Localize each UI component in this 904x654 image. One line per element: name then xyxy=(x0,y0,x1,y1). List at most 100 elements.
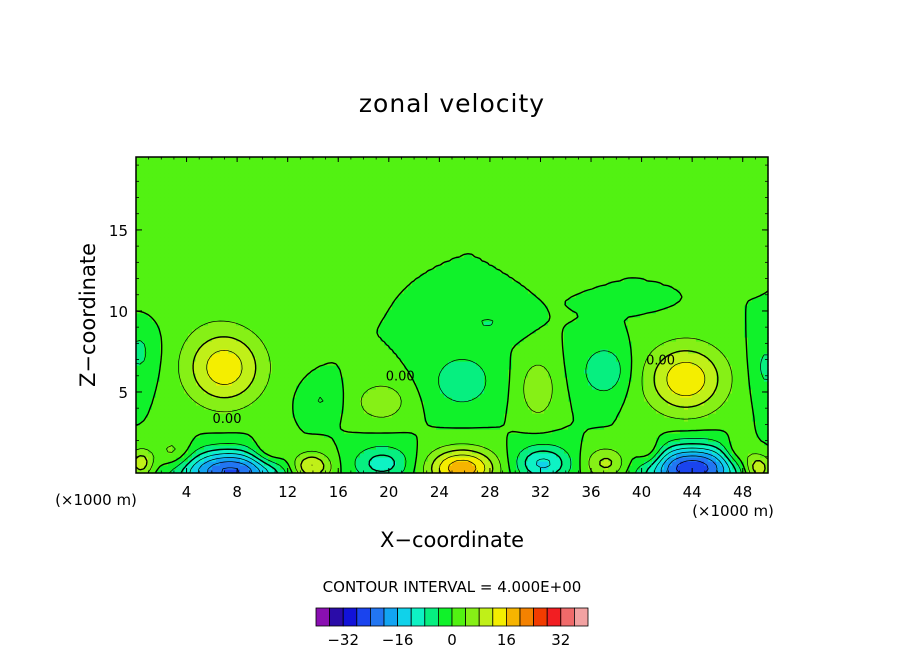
heat-cell xyxy=(592,393,597,398)
heat-cell xyxy=(272,425,277,430)
heat-cell xyxy=(260,425,265,430)
heat-cell xyxy=(524,389,529,394)
heat-cell xyxy=(224,469,229,474)
heat-cell xyxy=(696,377,701,382)
heat-cell xyxy=(392,469,397,474)
heat-cell xyxy=(648,405,653,410)
heat-cell xyxy=(532,353,537,358)
heat-cell xyxy=(560,377,565,382)
heat-cell xyxy=(292,357,297,362)
heat-cell xyxy=(552,417,557,422)
heat-cell xyxy=(368,417,373,422)
heat-cell xyxy=(404,465,409,470)
heat-cell xyxy=(348,377,353,382)
heat-cell xyxy=(408,461,413,466)
heat-cell xyxy=(640,425,645,430)
heat-cell xyxy=(292,369,297,374)
heat-cell xyxy=(648,433,653,438)
heat-cell xyxy=(432,449,437,454)
heat-cell xyxy=(668,373,673,378)
heat-cell xyxy=(528,457,533,462)
heat-cell xyxy=(396,397,401,402)
heat-cell xyxy=(148,461,153,466)
heat-cell xyxy=(140,393,145,398)
heat-cell xyxy=(520,421,525,426)
heat-cell xyxy=(292,461,297,466)
heat-cell xyxy=(156,345,161,350)
heat-cell xyxy=(320,385,325,390)
heat-cell xyxy=(488,397,493,402)
heat-cell xyxy=(288,361,293,366)
heat-cell xyxy=(180,413,185,418)
heat-cell xyxy=(388,385,393,390)
heat-cell xyxy=(352,349,357,354)
heat-cell xyxy=(164,345,169,350)
heat-cell xyxy=(156,381,161,386)
heat-cell xyxy=(764,381,769,386)
heat-cell xyxy=(716,401,721,406)
heat-cell xyxy=(480,465,485,470)
heat-cell xyxy=(316,381,321,386)
heat-cell xyxy=(492,417,497,422)
heat-cell xyxy=(280,425,285,430)
heat-cell xyxy=(264,417,269,422)
heat-cell xyxy=(640,365,645,370)
heat-cell xyxy=(684,389,689,394)
heat-cell xyxy=(372,349,377,354)
heat-cell xyxy=(236,465,241,470)
heat-cell xyxy=(536,457,541,462)
heat-cell xyxy=(704,349,709,354)
heat-cell xyxy=(372,429,377,434)
heat-cell xyxy=(628,441,633,446)
heat-cell xyxy=(304,417,309,422)
heat-cell xyxy=(532,413,537,418)
heat-cell xyxy=(512,389,517,394)
heat-cell xyxy=(480,381,485,386)
heat-cell xyxy=(568,409,573,414)
heat-cell xyxy=(272,437,277,442)
heat-cell xyxy=(288,349,293,354)
heat-cell xyxy=(704,393,709,398)
heat-cell xyxy=(152,461,157,466)
heat-cell xyxy=(588,437,593,442)
heat-cell xyxy=(564,433,569,438)
heat-cell xyxy=(640,461,645,466)
heat-cell xyxy=(248,413,253,418)
heat-cell xyxy=(516,345,521,350)
heat-cell xyxy=(160,425,165,430)
heat-cell xyxy=(696,353,701,358)
heat-cell xyxy=(500,461,505,466)
heat-cell xyxy=(356,425,361,430)
heat-cell xyxy=(508,401,513,406)
heat-cell xyxy=(180,361,185,366)
heat-cell xyxy=(308,437,313,442)
heat-cell xyxy=(284,425,289,430)
heat-cell xyxy=(468,429,473,434)
heat-cell xyxy=(284,369,289,374)
heat-cell xyxy=(384,393,389,398)
heat-cell xyxy=(136,433,141,438)
heat-cell xyxy=(532,357,537,362)
heat-cell xyxy=(280,409,285,414)
heat-cell xyxy=(384,353,389,358)
heat-cell xyxy=(332,401,337,406)
heat-cell xyxy=(508,389,513,394)
heat-cell xyxy=(300,417,305,422)
heat-cell xyxy=(668,385,673,390)
heat-cell xyxy=(536,441,541,446)
heat-cell xyxy=(200,405,205,410)
heat-cell xyxy=(456,409,461,414)
heat-cell xyxy=(612,397,617,402)
heat-cell xyxy=(220,449,225,454)
heat-cell xyxy=(376,429,381,434)
heat-cell xyxy=(384,361,389,366)
heat-cell xyxy=(688,449,693,454)
heat-cell xyxy=(356,433,361,438)
heat-cell xyxy=(656,385,661,390)
heat-cell xyxy=(216,353,221,358)
heat-cell xyxy=(760,449,765,454)
heat-cell xyxy=(672,373,677,378)
heat-cell xyxy=(148,469,153,474)
heat-cell xyxy=(172,373,177,378)
heat-cell xyxy=(572,381,577,386)
